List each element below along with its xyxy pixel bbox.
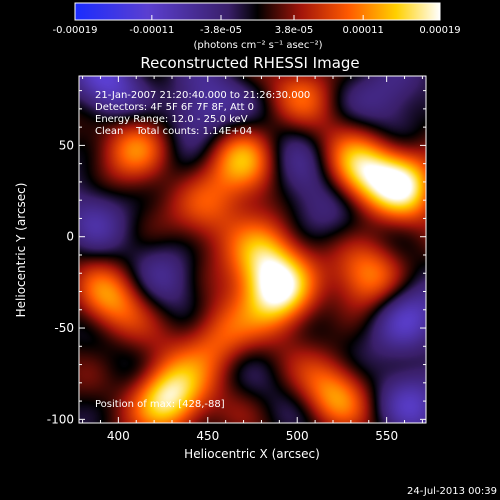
annotation-detectors: Detectors: 4F 5F 6F 7F 8F, Att 0 xyxy=(95,102,254,113)
y-tick-label: -50 xyxy=(54,321,74,335)
plot-frame xyxy=(78,75,427,424)
colorbar-ticks: -0.00019 -0.00011 -3.8e-05 3.8e-05 0.00011 0.… xyxy=(53,15,461,36)
colorbar-tick-label: 0.00019 xyxy=(419,25,460,36)
footer-date: 24-Jul-2013 00:39 xyxy=(407,486,497,497)
colorbar-tick-label: -0.00011 xyxy=(129,25,174,36)
colorbar-tick-label: 3.8e-05 xyxy=(275,25,313,36)
y-tick-label: 0 xyxy=(66,230,74,244)
colorbar-tick-label: 0.00011 xyxy=(342,25,383,36)
y-axis-label: Heliocentric Y (arcsec) xyxy=(14,183,28,318)
x-tick-label: 400 xyxy=(107,429,130,443)
heatmap-image xyxy=(79,76,426,423)
colorbar-unit-label: (photons cm⁻² s⁻¹ asec⁻²) xyxy=(193,40,322,51)
annotation-counts: Clean Total counts: 1.14E+04 xyxy=(95,126,252,137)
colorbar-tick-label: -3.8e-05 xyxy=(200,25,242,36)
position-of-max-label: Position of max: [428,-88] xyxy=(95,399,225,410)
colorbar-tick-label: -0.00019 xyxy=(53,25,98,36)
x-axis-label: Heliocentric X (arcsec) xyxy=(184,447,320,461)
chart-title: Reconstructed RHESSI Image xyxy=(140,54,359,72)
annotation-energy-range: Energy Range: 12.0 - 25.0 keV xyxy=(95,114,248,125)
colorbar xyxy=(74,2,441,21)
x-tick-label: 500 xyxy=(286,429,309,443)
y-tick-label: -100 xyxy=(47,412,74,426)
annotation-time-range: 21-Jan-2007 21:20:40.000 to 21:26:30.000 xyxy=(95,90,310,101)
x-tick-label: 450 xyxy=(196,429,219,443)
y-tick-label: 50 xyxy=(59,138,74,152)
x-tick-label: 550 xyxy=(375,429,398,443)
